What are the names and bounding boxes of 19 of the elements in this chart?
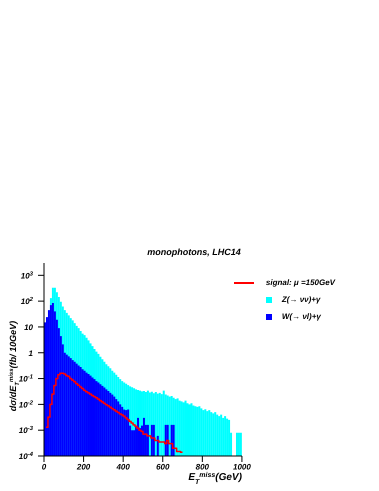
y-tick-label: 10$^{2}$ xyxy=(20,296,34,306)
x-tick-label: 800 xyxy=(196,462,210,472)
x-tick-label: 600 xyxy=(156,462,170,472)
legend-label: signal: μ =150GeV xyxy=(266,278,335,287)
y-tick-label: 1 xyxy=(28,348,34,358)
y-tick-label: 10$^{-4}$ xyxy=(18,451,34,461)
x-tick-label: 0 xyxy=(42,462,47,472)
legend-label: W(→ νl)+γ xyxy=(282,312,321,321)
x-tick-label: 200 xyxy=(76,462,91,472)
y-tick-label: 10$^{-1}$ xyxy=(18,374,34,384)
legend-label: Z(→ νν)+γ xyxy=(282,295,320,304)
y-tick-label: 10 xyxy=(24,322,34,332)
y-tick-label: 10$^{-2}$ xyxy=(18,399,34,410)
y-tick-label: 10$^{-3}$ xyxy=(18,425,34,436)
y-tick-label: 10$^{3}$ xyxy=(20,270,34,280)
x-tick-label: 1000 xyxy=(233,462,252,472)
x-axis-title: E$_{T}$$^{miss}$(GeV) xyxy=(188,470,243,486)
chart-title: monophotons, LHC14 xyxy=(146,247,242,257)
x-tick-label: 400 xyxy=(115,462,130,472)
